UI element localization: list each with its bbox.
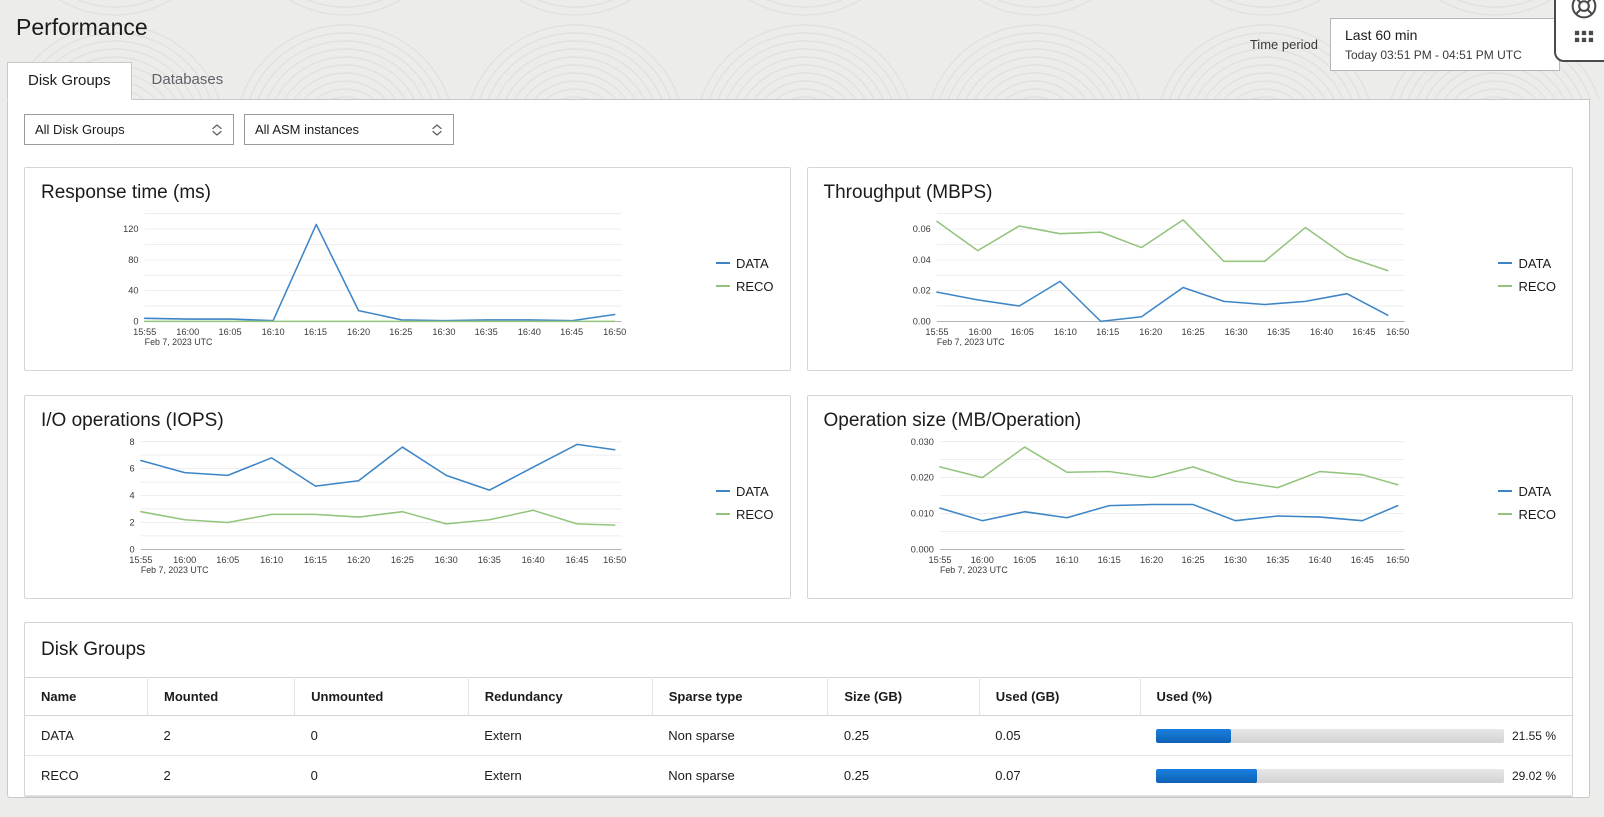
svg-text:16:15: 16:15: [1096, 327, 1119, 337]
svg-text:16:15: 16:15: [304, 327, 327, 337]
svg-text:16:45: 16:45: [565, 555, 588, 565]
svg-text:40: 40: [128, 286, 138, 296]
svg-text:0.02: 0.02: [912, 286, 930, 296]
svg-text:16:40: 16:40: [522, 555, 545, 565]
svg-text:8: 8: [130, 437, 135, 447]
svg-text:16:10: 16:10: [1053, 327, 1076, 337]
svg-text:120: 120: [123, 224, 138, 234]
svg-text:16:40: 16:40: [1310, 327, 1333, 337]
svg-text:0.04: 0.04: [912, 255, 930, 265]
svg-text:16:30: 16:30: [432, 327, 455, 337]
svg-text:16:05: 16:05: [1010, 327, 1033, 337]
svg-text:16:10: 16:10: [1055, 555, 1078, 565]
svg-text:0.010: 0.010: [910, 509, 933, 519]
svg-text:0.020: 0.020: [910, 473, 933, 483]
svg-text:0.00: 0.00: [912, 316, 930, 326]
svg-text:16:50: 16:50: [1386, 555, 1409, 565]
svg-text:0.000: 0.000: [910, 544, 933, 554]
svg-text:16:35: 16:35: [475, 327, 498, 337]
svg-text:16:00: 16:00: [176, 327, 199, 337]
svg-text:16:50: 16:50: [603, 327, 626, 337]
svg-text:15:55: 15:55: [129, 555, 152, 565]
svg-text:15:55: 15:55: [133, 327, 156, 337]
svg-text:16:20: 16:20: [1140, 555, 1163, 565]
svg-text:0: 0: [130, 544, 135, 554]
svg-text:16:15: 16:15: [304, 555, 327, 565]
svg-text:16:35: 16:35: [478, 555, 501, 565]
svg-text:16:00: 16:00: [173, 555, 196, 565]
svg-text:6: 6: [130, 464, 135, 474]
svg-text:Feb 7, 2023 UTC: Feb 7, 2023 UTC: [145, 337, 213, 346]
svg-text:2: 2: [130, 518, 135, 528]
svg-text:4: 4: [130, 491, 135, 501]
svg-text:16:30: 16:30: [1224, 327, 1247, 337]
svg-text:80: 80: [128, 255, 138, 265]
svg-text:16:00: 16:00: [968, 327, 991, 337]
svg-text:16:35: 16:35: [1266, 555, 1289, 565]
svg-text:16:45: 16:45: [1352, 327, 1375, 337]
svg-text:16:30: 16:30: [435, 555, 458, 565]
svg-text:16:15: 16:15: [1097, 555, 1120, 565]
svg-text:0: 0: [133, 316, 138, 326]
svg-text:16:20: 16:20: [1139, 327, 1162, 337]
svg-text:16:25: 16:25: [389, 327, 412, 337]
svg-text:16:30: 16:30: [1223, 555, 1246, 565]
svg-text:16:25: 16:25: [391, 555, 414, 565]
svg-text:Feb 7, 2023 UTC: Feb 7, 2023 UTC: [940, 565, 1008, 574]
svg-text:0.030: 0.030: [910, 437, 933, 447]
svg-text:16:10: 16:10: [260, 555, 283, 565]
svg-text:16:40: 16:40: [518, 327, 541, 337]
svg-text:16:45: 16:45: [560, 327, 583, 337]
svg-text:16:20: 16:20: [347, 555, 370, 565]
svg-text:16:50: 16:50: [1386, 327, 1409, 337]
svg-text:16:20: 16:20: [347, 327, 370, 337]
svg-text:16:05: 16:05: [219, 327, 242, 337]
svg-text:16:25: 16:25: [1181, 555, 1204, 565]
svg-text:16:35: 16:35: [1266, 327, 1289, 337]
svg-text:15:55: 15:55: [928, 555, 951, 565]
svg-text:16:10: 16:10: [262, 327, 285, 337]
svg-text:16:50: 16:50: [603, 555, 626, 565]
svg-text:16:40: 16:40: [1308, 555, 1331, 565]
svg-text:Feb 7, 2023 UTC: Feb 7, 2023 UTC: [141, 565, 209, 574]
svg-text:16:25: 16:25: [1181, 327, 1204, 337]
svg-text:Feb 7, 2023 UTC: Feb 7, 2023 UTC: [936, 337, 1004, 346]
svg-text:16:05: 16:05: [216, 555, 239, 565]
svg-text:16:00: 16:00: [970, 555, 993, 565]
svg-text:16:05: 16:05: [1013, 555, 1036, 565]
svg-text:15:55: 15:55: [925, 327, 948, 337]
svg-text:0.06: 0.06: [912, 224, 930, 234]
svg-text:16:45: 16:45: [1350, 555, 1373, 565]
